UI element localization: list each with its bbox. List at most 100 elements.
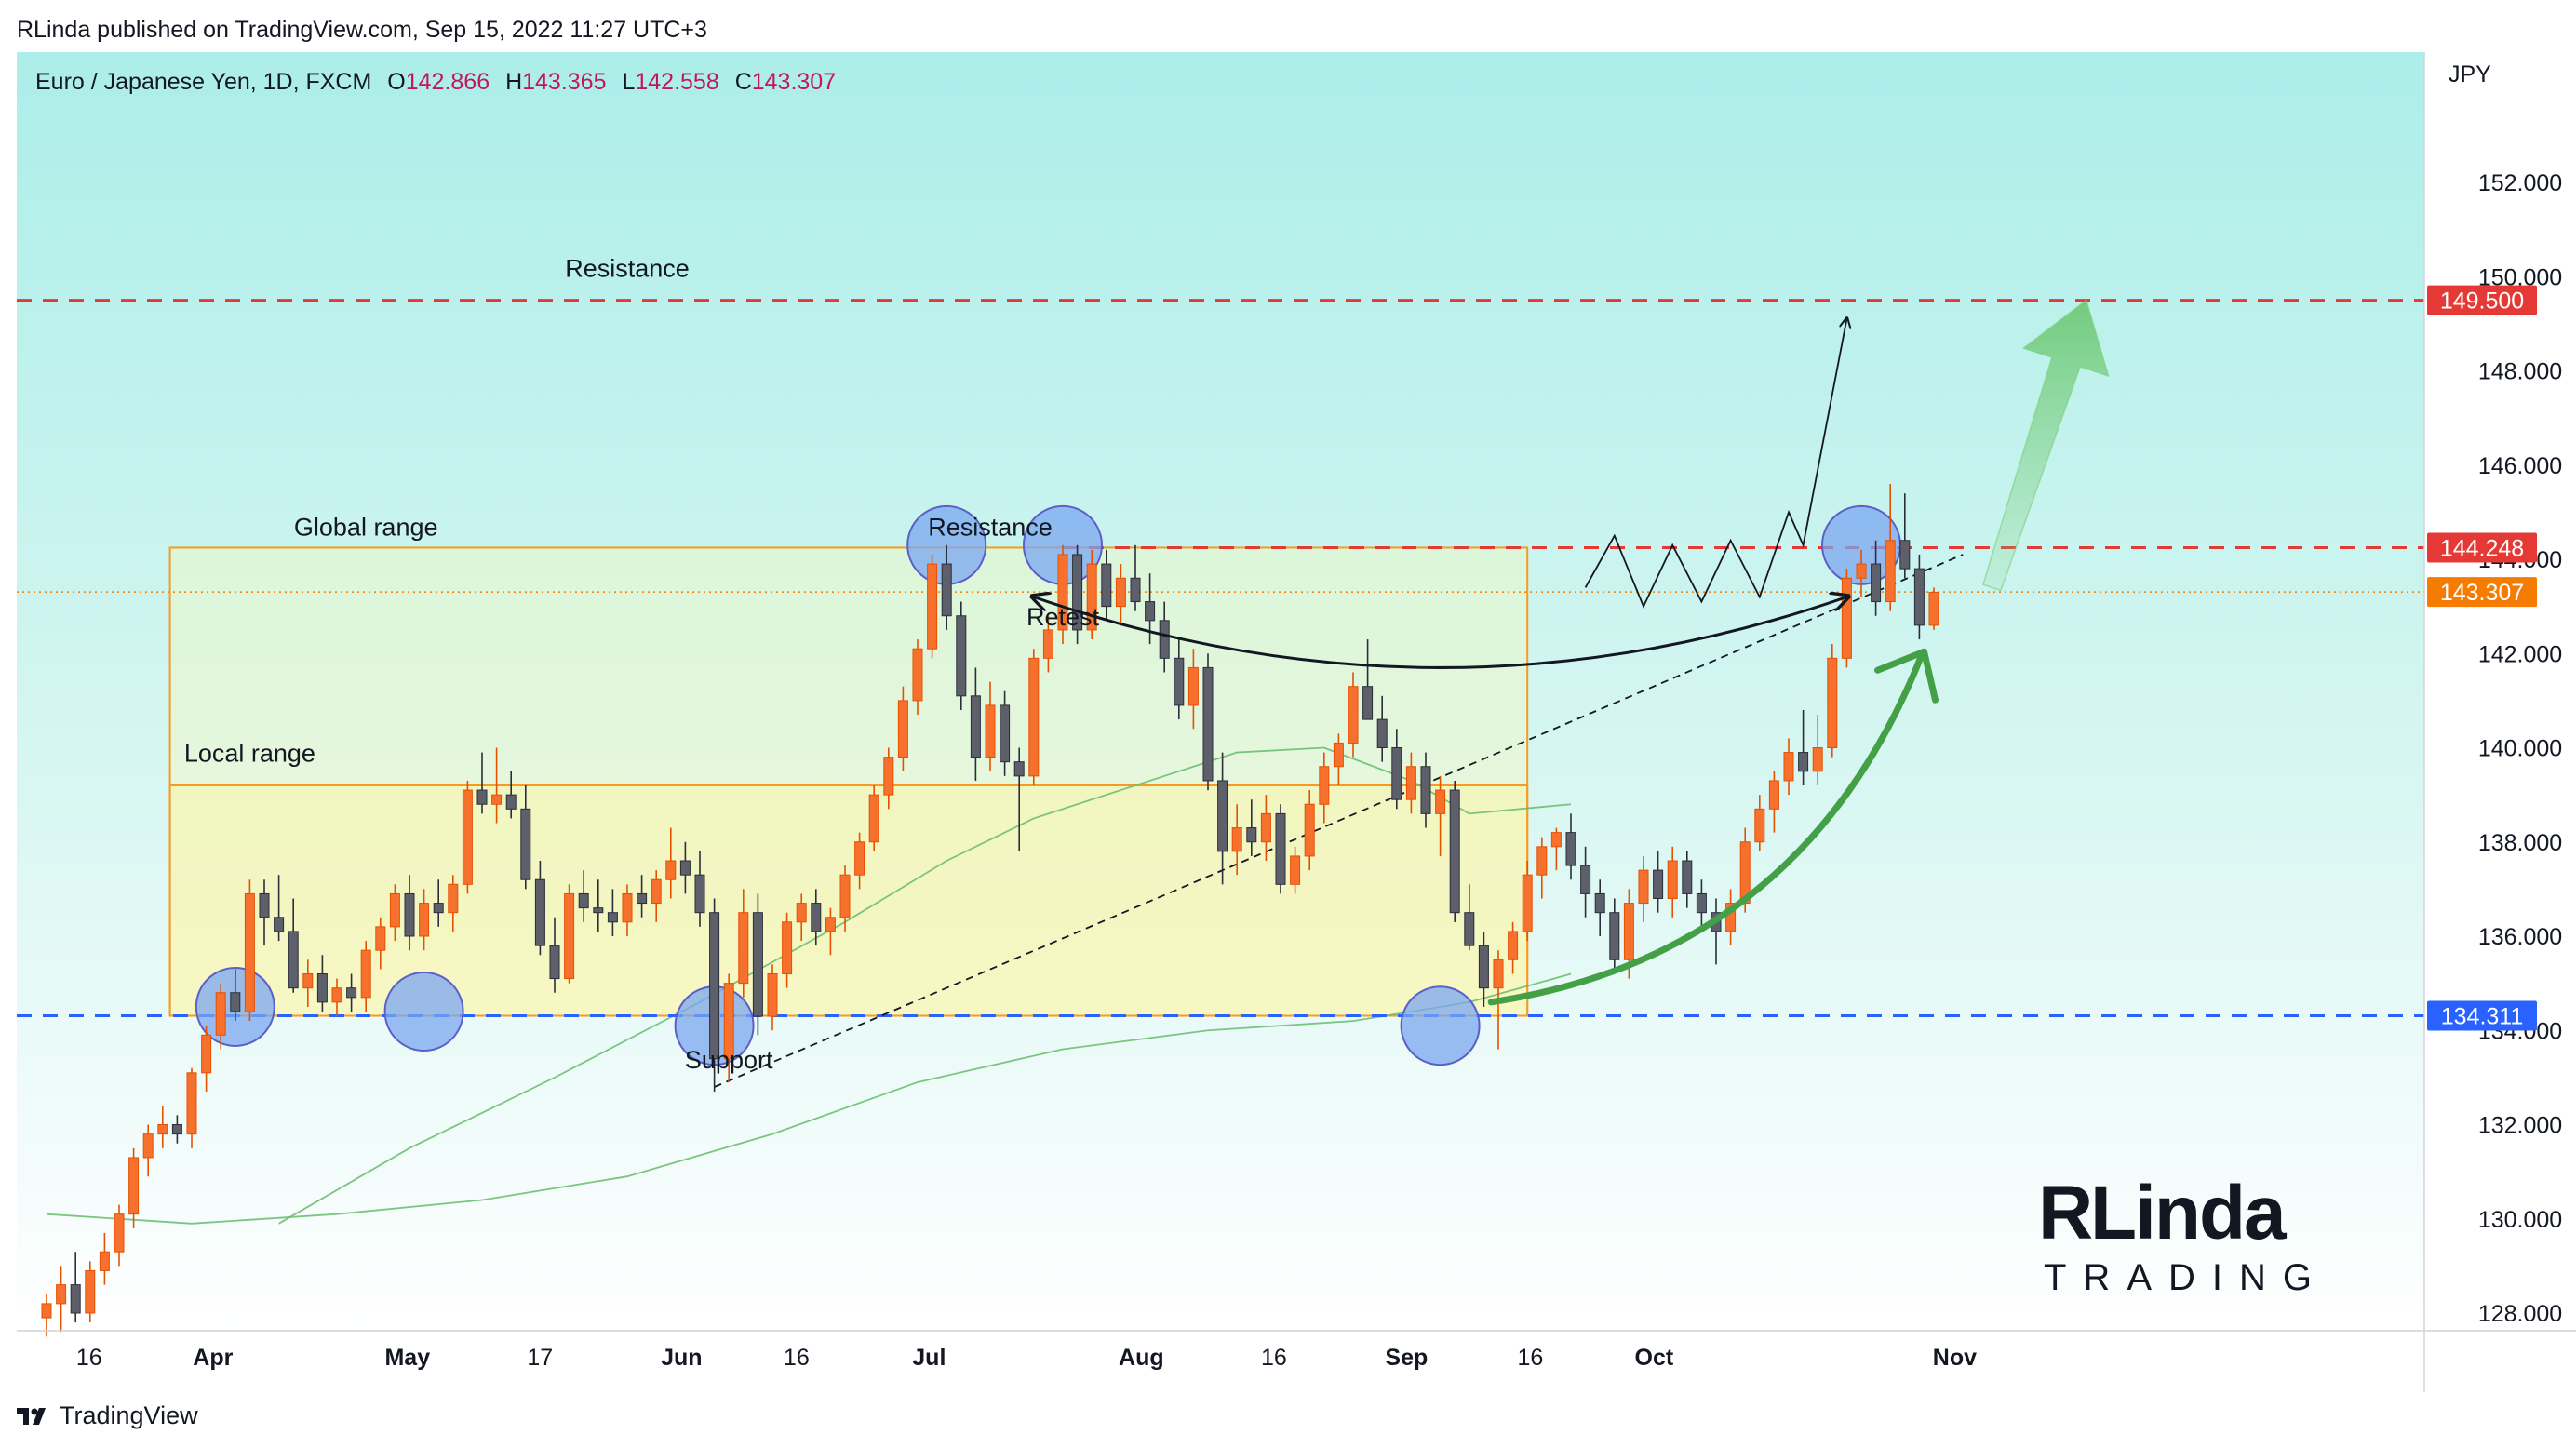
candle[interactable]: [1290, 846, 1301, 894]
candle[interactable]: [316, 955, 328, 1012]
candle[interactable]: [927, 554, 938, 659]
candle[interactable]: [1783, 738, 1794, 796]
candle[interactable]: [709, 898, 720, 1093]
candle[interactable]: [941, 544, 952, 630]
candle[interactable]: [1812, 715, 1823, 785]
candle[interactable]: [56, 1266, 67, 1333]
candle[interactable]: [244, 879, 255, 1022]
candle[interactable]: [85, 1261, 96, 1323]
candle[interactable]: [1667, 846, 1678, 918]
candle[interactable]: [171, 1115, 182, 1144]
candle[interactable]: [564, 884, 575, 984]
candle[interactable]: [1376, 695, 1388, 762]
candle[interactable]: [1899, 493, 1911, 579]
candle[interactable]: [985, 681, 996, 771]
candle[interactable]: [534, 861, 545, 956]
candle[interactable]: [1682, 851, 1693, 908]
candle[interactable]: [389, 884, 400, 942]
candle[interactable]: [1913, 554, 1925, 640]
candle[interactable]: [1478, 931, 1489, 1007]
candle[interactable]: [825, 907, 836, 956]
candle[interactable]: [1609, 898, 1620, 974]
candle[interactable]: [114, 1204, 125, 1267]
candle[interactable]: [1405, 752, 1416, 814]
candle[interactable]: [883, 747, 894, 810]
candle[interactable]: [767, 964, 778, 1031]
candle[interactable]: [578, 870, 589, 922]
candle[interactable]: [694, 851, 705, 927]
candle[interactable]: [854, 832, 865, 890]
candle[interactable]: [1464, 884, 1475, 951]
chart-svg[interactable]: Resistance Global range Resistance Retest Lo…: [17, 52, 2576, 1392]
candle[interactable]: [665, 827, 677, 899]
candle[interactable]: [274, 875, 285, 942]
candle[interactable]: [215, 983, 226, 1050]
candle[interactable]: [868, 785, 879, 851]
candle[interactable]: [970, 667, 981, 781]
candle[interactable]: [462, 780, 473, 894]
candle[interactable]: [288, 898, 299, 993]
candle[interactable]: [1333, 733, 1344, 785]
candle[interactable]: [1013, 747, 1025, 851]
candle[interactable]: [505, 771, 517, 819]
candle[interactable]: [1348, 672, 1359, 758]
candle[interactable]: [549, 917, 560, 993]
candle[interactable]: [622, 884, 633, 936]
touch-point-circle[interactable]: [383, 972, 464, 1052]
candle[interactable]: [1856, 549, 1867, 597]
candle[interactable]: [1928, 587, 1939, 630]
candle[interactable]: [259, 879, 270, 946]
candle[interactable]: [1362, 639, 1374, 720]
candle[interactable]: [738, 889, 749, 998]
candle[interactable]: [142, 1124, 154, 1177]
candle[interactable]: [1000, 690, 1011, 776]
candle[interactable]: [723, 973, 734, 1082]
candle[interactable]: [1391, 729, 1402, 810]
candle[interactable]: [41, 1294, 52, 1337]
candle[interactable]: [448, 875, 459, 932]
candle[interactable]: [593, 879, 604, 932]
candle[interactable]: [1508, 921, 1519, 974]
candle[interactable]: [782, 912, 793, 988]
candle[interactable]: [1260, 795, 1271, 861]
candle[interactable]: [1580, 846, 1591, 918]
chart-area[interactable]: Resistance Global range Resistance Retest Lo…: [17, 52, 2576, 1392]
candle[interactable]: [302, 959, 314, 1007]
candle[interactable]: [1187, 649, 1199, 730]
candle[interactable]: [1202, 653, 1214, 791]
candle[interactable]: [1304, 790, 1315, 871]
candle[interactable]: [1638, 855, 1649, 922]
candle[interactable]: [1522, 861, 1533, 942]
candle[interactable]: [752, 893, 763, 1036]
candle[interactable]: [1246, 799, 1257, 856]
candle[interactable]: [1174, 639, 1185, 720]
candle[interactable]: [1594, 879, 1605, 936]
candle[interactable]: [1696, 879, 1707, 927]
candle[interactable]: [99, 1232, 110, 1285]
candle[interactable]: [1550, 827, 1562, 871]
candle[interactable]: [157, 1106, 168, 1148]
candle[interactable]: [230, 969, 241, 1022]
candle[interactable]: [1565, 813, 1576, 880]
candle[interactable]: [1871, 540, 1882, 616]
candle[interactable]: [912, 639, 923, 716]
candle[interactable]: [476, 752, 488, 814]
candle[interactable]: [1028, 649, 1040, 785]
candle[interactable]: [128, 1147, 140, 1228]
candle[interactable]: [839, 865, 851, 932]
candle[interactable]: [1231, 804, 1242, 876]
candle[interactable]: [1536, 837, 1548, 899]
candle[interactable]: [1042, 615, 1053, 673]
touch-point-circle[interactable]: [1400, 985, 1481, 1066]
candle[interactable]: [1159, 601, 1170, 673]
candle[interactable]: [1754, 795, 1765, 851]
candle[interactable]: [201, 1026, 212, 1093]
candle[interactable]: [1653, 851, 1664, 913]
candle[interactable]: [1885, 484, 1896, 611]
candle[interactable]: [1841, 569, 1852, 668]
candle[interactable]: [1275, 804, 1286, 894]
candle[interactable]: [186, 1067, 197, 1148]
candle[interactable]: [1449, 780, 1460, 922]
candle[interactable]: [1798, 710, 1809, 785]
candle[interactable]: [491, 747, 503, 824]
